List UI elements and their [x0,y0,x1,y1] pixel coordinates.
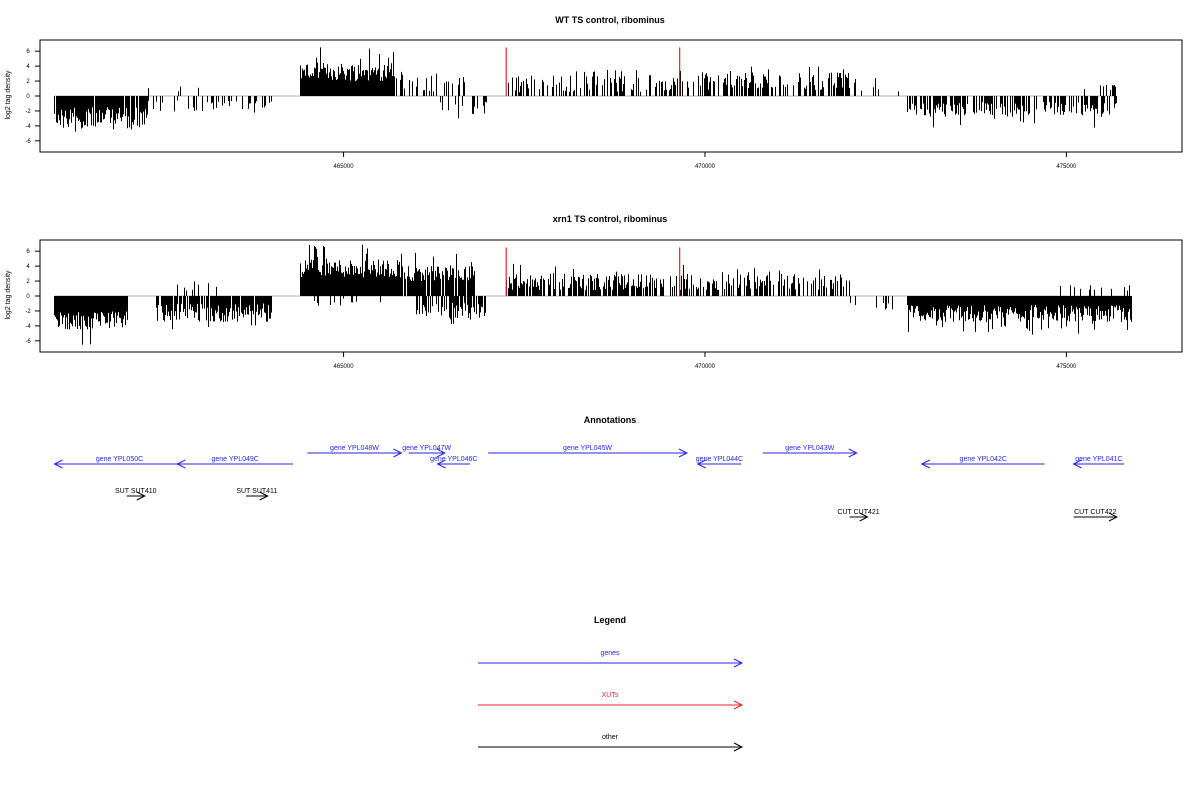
y-tick-label: 4 [26,264,30,270]
legend-label: XUTs [602,692,619,699]
feature-label: gene YPL045W [563,445,612,452]
legend-label: genes [600,650,620,657]
wt-track-panel: WT TS control, ribominus log2 tag densit… [5,15,1183,170]
y-tick-label: 6 [26,249,30,255]
gene-arrow [53,459,185,469]
legend-label: other [602,734,619,741]
x-tick-label: 475000 [1056,364,1077,370]
feature-label: gene YPL042C [960,456,1007,463]
legend-arrow [478,700,744,710]
gene-arrow [1072,459,1125,469]
feature-arrow [245,491,269,501]
x-tick-label: 470000 [695,164,716,170]
y-tick-label: -2 [25,109,31,115]
y-tick-label: -4 [25,324,31,330]
wt-track-title: WT TS control, ribominus [555,15,665,25]
feature-label: gene YPL050C [96,456,143,463]
gene-arrow [408,448,446,458]
legend-title: Legend [594,615,626,625]
annotations-panel: Annotations gene YPL050C gene YPL049C gene… [53,415,1125,522]
y-tick-label: 2 [26,79,30,85]
y-tick-label: -6 [25,339,31,345]
x-tick-label: 475000 [1056,164,1077,170]
feature-label: gene YPL047W [402,445,451,452]
feature-arrow [1073,512,1119,522]
feature-label: gene YPL048W [330,445,379,452]
feature-label: gene YPL044C [696,456,743,463]
y-tick-label: -6 [25,139,31,145]
gene-arrow [920,459,1045,469]
y-tick-label: 0 [26,294,30,300]
gene-arrow [307,448,403,458]
wt-y-axis-label: log2 tag density [5,70,12,120]
y-tick-label: 2 [26,279,30,285]
gene-arrow [488,448,689,458]
y-tick-label: 0 [26,94,30,100]
y-tick-label: -4 [25,124,31,130]
xrn1-track-title: xrn1 TS control, ribominus [553,214,668,224]
annotations-title: Annotations [584,415,637,425]
xrn1-track-panel: xrn1 TS control, ribominus log2 tag dens… [5,214,1183,370]
feature-label: CUT CUT422 [1074,509,1116,516]
feature-label: SUT SUT411 [236,488,277,495]
legend-arrow [478,658,744,668]
feature-label: gene YPL041C [1075,456,1122,463]
feature-arrow [126,491,146,501]
feature-label: gene YPL043W [785,445,834,452]
gene-arrow [176,459,293,469]
y-tick-label: 4 [26,64,30,70]
legend-panel: Legend genes XUTs other [478,615,744,752]
density-bars [54,244,1132,345]
feature-label: SUT SUT410 [115,488,157,495]
x-tick-label: 470000 [695,364,716,370]
feature-label: gene YPL046C [430,456,477,463]
x-tick-label: 465000 [334,364,355,370]
y-tick-label: 6 [26,49,30,55]
feature-label: CUT CUT421 [837,509,879,516]
gene-arrow [762,448,858,458]
gene-arrow [696,459,742,469]
xrn1-y-axis-label: log2 tag density [5,270,12,320]
legend-arrow [478,742,744,752]
feature-label: gene YPL049C [211,456,258,463]
y-tick-label: -2 [25,309,31,315]
gene-arrow [436,459,471,469]
feature-arrow [849,512,869,522]
x-tick-label: 465000 [334,164,355,170]
density-bars [54,47,1117,132]
